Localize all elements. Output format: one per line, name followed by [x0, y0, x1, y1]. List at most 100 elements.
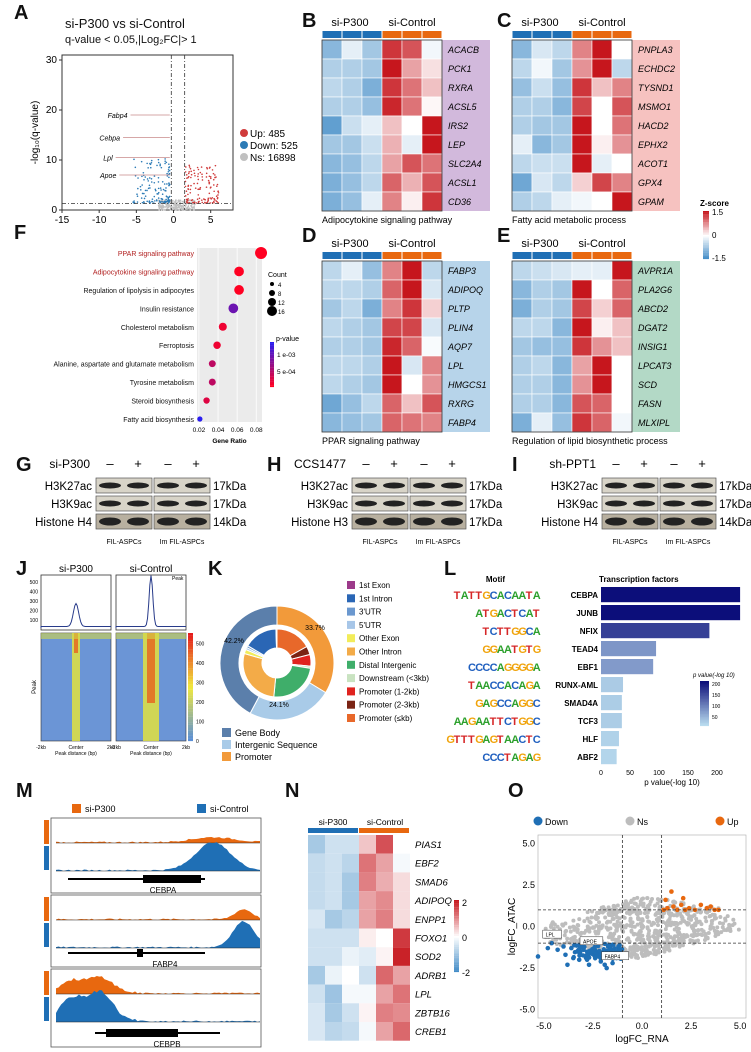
heat-cell: [361, 374, 383, 395]
gene-label: SCD: [638, 380, 658, 390]
kda-label: 17kDa: [719, 481, 751, 493]
ns-point: [630, 909, 635, 914]
up-point: [215, 176, 217, 178]
down-point: [157, 187, 160, 190]
term-label: Tyrosine metabolism: [130, 380, 194, 387]
x-tick-label: 0.04: [212, 427, 225, 434]
heat-cell: [376, 891, 393, 910]
kda-label: 17kDa: [213, 499, 247, 511]
legend-label: Other Exon: [359, 634, 399, 643]
down-point: [584, 949, 590, 954]
ns-point: [578, 931, 583, 936]
motif-letter: G: [518, 626, 527, 638]
ns-point: [571, 935, 576, 940]
motif-letter: G: [490, 734, 499, 746]
protein-band: [355, 500, 377, 507]
ns-point: [608, 919, 613, 924]
up-point: [199, 171, 202, 174]
panel-label-e: E: [497, 225, 511, 247]
motif-letter: A: [461, 716, 469, 728]
bar-legend-gradient: [700, 705, 709, 707]
legend-gradient: [454, 954, 459, 956]
heat-cell: [359, 965, 376, 985]
motif-letter: C: [497, 680, 505, 692]
colorbar: [188, 700, 193, 704]
heat-cell: [341, 298, 363, 319]
y-axis-label: logFC_ATAC: [507, 898, 518, 955]
heat-cell: [511, 96, 533, 117]
legend-swatch: [347, 647, 355, 656]
ns-point: [183, 207, 185, 210]
ns-point: [713, 933, 718, 938]
legend-swatch: [347, 634, 355, 643]
legend-label: Gene Body: [235, 728, 281, 738]
down-point: [592, 944, 597, 950]
motif-letter: A: [475, 608, 483, 620]
heat-cell: [401, 298, 423, 319]
ns-point: [571, 918, 576, 923]
up-point: [205, 172, 208, 175]
heat-cell: [361, 355, 383, 376]
color-legend-gradient: [270, 347, 274, 350]
heat-cell: [531, 172, 553, 193]
y-tick-label: -5.0: [519, 1005, 535, 1015]
ns-point: [167, 204, 169, 207]
motif-letter: A: [504, 644, 512, 656]
legend-label: Ns: 16898: [250, 153, 296, 164]
treatment-sign: –: [106, 456, 114, 471]
bar-legend-gradient: [700, 691, 709, 694]
bar-legend-gradient: [700, 702, 709, 704]
heat-cell: [571, 355, 593, 376]
motif-letter: T: [490, 716, 497, 728]
y-axis-label: -log₁₀(q-value): [30, 101, 41, 165]
ns-point: [632, 949, 637, 954]
zscore-gradient: [703, 255, 709, 258]
ns-point: [640, 952, 645, 957]
down-point: [137, 187, 139, 190]
ns-point: [677, 944, 682, 949]
heat-cell: [321, 172, 343, 193]
legend-label: Ns: [637, 817, 648, 827]
ns-point: [624, 903, 629, 908]
colorbar: [188, 676, 193, 679]
heat-cell: [325, 928, 342, 948]
heat-cell: [551, 355, 573, 376]
panel-label-h: H: [267, 454, 282, 476]
motif-letter: T: [511, 644, 518, 656]
heat-cell: [421, 317, 443, 338]
ns-point: [693, 923, 698, 928]
protein-band: [99, 500, 121, 507]
y-axis-label: Peak: [32, 679, 38, 694]
down-point: [159, 163, 161, 166]
ns-point: [645, 896, 650, 901]
group-bar: [592, 31, 612, 38]
x-tick-label: -15: [55, 215, 70, 226]
profile-heatmap-pie-motif: si-P300 -2kb Center 2kb Peak distance (bp) si…: [30, 564, 741, 787]
column-title: si-Control: [130, 564, 173, 575]
heat-cell: [393, 947, 410, 966]
heat-cell: [611, 260, 633, 281]
legend-gradient: [454, 945, 459, 947]
down-point: [594, 954, 600, 959]
zscore-gradient: [703, 246, 709, 248]
gene-label: LEP: [448, 140, 465, 150]
x-tick-label: 200: [711, 770, 723, 777]
up-point: [217, 190, 220, 192]
motif-letter: C: [533, 698, 541, 710]
bar-legend-gradient: [700, 703, 709, 706]
zscore-gradient: [703, 217, 709, 220]
heat-cell: [401, 77, 423, 98]
legend-gradient: [454, 948, 459, 951]
bar-legend-gradient: [700, 700, 709, 703]
heat-cell: [511, 172, 533, 193]
ns-point: [680, 938, 685, 943]
motif-logo: GA GC C A GGC: [475, 698, 541, 710]
heat-cell: [342, 891, 359, 910]
colorbar: [188, 670, 193, 674]
blot-strip: [153, 477, 211, 494]
up-point: [184, 195, 187, 197]
y-tick-label: 5.0: [522, 838, 535, 848]
heat-cell: [381, 336, 403, 357]
heat-cell: [359, 853, 376, 873]
up-point: [193, 172, 196, 175]
